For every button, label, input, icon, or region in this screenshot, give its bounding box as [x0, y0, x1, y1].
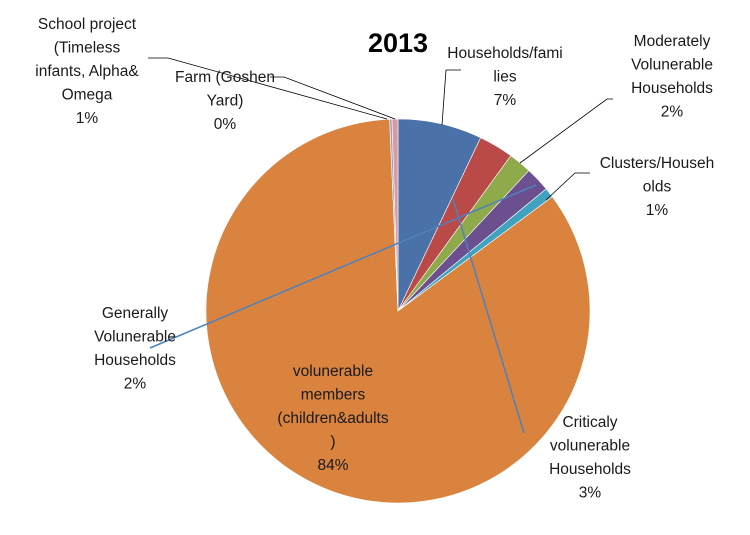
slice-label: Generally Volunerable Households 2% [94, 305, 176, 393]
leader-line [519, 98, 613, 164]
slice-label: volunerable members (children&adults) 84% [277, 363, 388, 474]
slice-label: Criticaly volunerable Households 3% [549, 414, 631, 502]
pie-slices [205, 118, 591, 504]
leader-line [149, 184, 537, 349]
slice-labels: Households/fami lies 7% Criticaly volunerabl… [35, 16, 714, 502]
slice-label: Clusters/Househ olds 1% [600, 155, 715, 219]
slice-label: Households/fami lies 7% [447, 45, 562, 109]
leader-line [441, 69, 461, 126]
slice-label: School project (Timeless infants, Alpha& Om… [35, 16, 139, 127]
chart-title: 2013 [368, 28, 428, 58]
leader-line [452, 198, 525, 434]
leader-line [148, 57, 388, 120]
leader-line [545, 172, 590, 201]
slice-label: Farm (Goshen Yard) 0% [175, 69, 275, 133]
pie-slice [205, 118, 591, 504]
leader-line [270, 76, 396, 120]
leader-lines [148, 57, 613, 434]
slice-label: Moderately Volunerable Households 2% [631, 33, 713, 121]
